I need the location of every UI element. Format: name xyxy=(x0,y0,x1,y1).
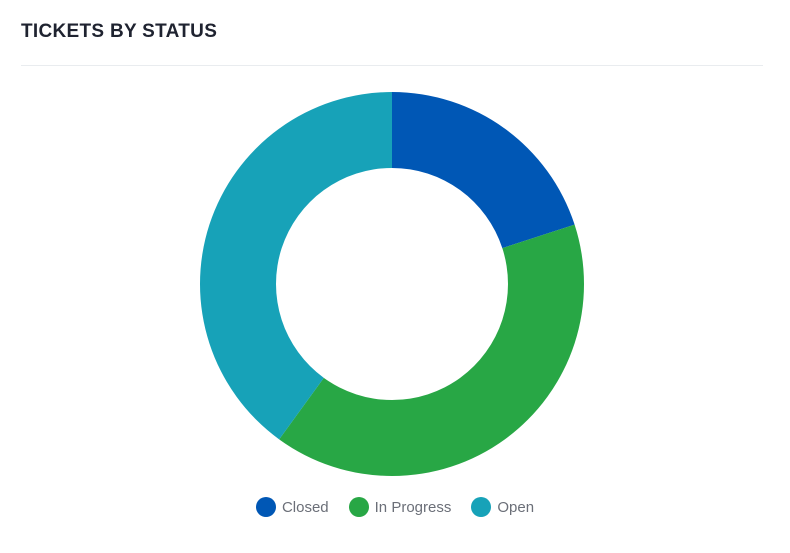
legend-label-closed: Closed xyxy=(281,498,329,516)
donut-slices xyxy=(200,92,584,477)
legend-swatch-closed xyxy=(255,497,276,517)
donut-chart xyxy=(200,92,584,477)
legend-swatch-open xyxy=(471,497,492,517)
legend-label-in-progress: In Progress xyxy=(374,498,452,516)
title-divider xyxy=(21,65,763,66)
legend-item-closed[interactable]: Closed xyxy=(255,497,329,517)
slice-closed[interactable] xyxy=(392,92,575,249)
card-title: TICKETS BY STATUS xyxy=(21,21,218,42)
slice-open[interactable] xyxy=(200,92,392,440)
legend-item-open[interactable]: Open xyxy=(471,497,534,517)
chart-legend: Closed In Progress Open xyxy=(0,497,790,517)
slice-in-progress[interactable] xyxy=(279,224,584,477)
legend-swatch-in-progress xyxy=(348,497,369,517)
legend-label-open: Open xyxy=(497,498,535,516)
legend-item-in-progress[interactable]: In Progress xyxy=(348,497,452,517)
